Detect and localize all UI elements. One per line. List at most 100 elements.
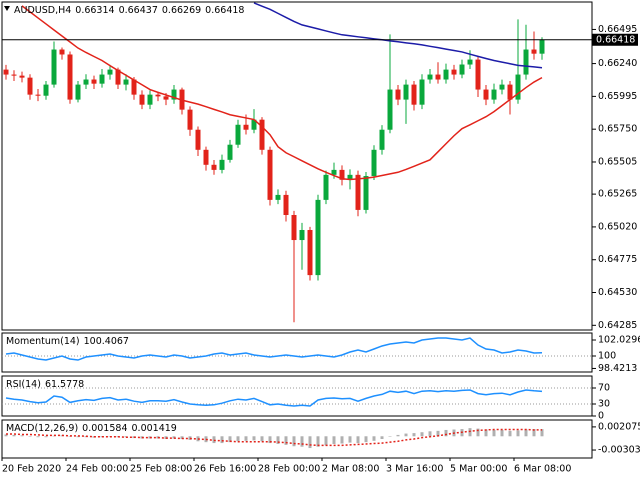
candle-body xyxy=(291,214,297,241)
y-tick-label: 0.65505 xyxy=(598,156,637,167)
x-tick-label: 3 Mar 16:00 xyxy=(386,464,443,475)
macd-bar xyxy=(244,436,248,441)
macd-bar xyxy=(356,436,360,444)
macd-bar xyxy=(396,434,400,437)
y-tick-label: 0.65995 xyxy=(598,91,637,102)
candle-body xyxy=(75,84,81,100)
candle-body xyxy=(243,124,249,130)
candle-body xyxy=(83,79,89,85)
moving-average-line xyxy=(21,5,543,181)
macd-bar xyxy=(508,430,512,437)
indicator-name: RSI(14) xyxy=(6,379,41,390)
macd-bar xyxy=(372,436,376,441)
y-tick-label: 102.0296 xyxy=(598,335,640,346)
macd-bar xyxy=(348,436,352,443)
candle-body xyxy=(491,89,497,100)
candle-body xyxy=(339,169,345,180)
macd-bar xyxy=(12,434,16,437)
candle-body xyxy=(11,74,17,76)
x-tick-label: 2 Mar 08:00 xyxy=(322,464,379,475)
header-value: 0.66418 xyxy=(205,5,244,16)
candle-body xyxy=(195,129,201,150)
indicator-name: Momentum(14) xyxy=(6,336,80,347)
indicator-line xyxy=(5,337,543,361)
macd-bar xyxy=(308,436,312,449)
macd-bar xyxy=(292,436,296,447)
indicator-value: 0.001584 xyxy=(82,423,127,434)
macd-bar xyxy=(468,428,472,437)
candle-body xyxy=(235,124,241,145)
x-tick-label: 25 Feb 08:00 xyxy=(130,464,192,475)
candle-body xyxy=(147,94,153,105)
candle-body xyxy=(379,129,385,150)
panel-frame xyxy=(1,1,593,331)
macd-bar xyxy=(436,430,440,437)
panel-title: RSI(14) 61.5778 xyxy=(6,379,84,390)
panel-frame xyxy=(1,419,593,459)
header-value: 0.66269 xyxy=(162,5,201,16)
candle-body xyxy=(475,59,481,90)
candle-body xyxy=(259,119,265,150)
panel-frame xyxy=(1,375,593,417)
macd-bar xyxy=(180,436,184,439)
macd-bar xyxy=(28,436,32,437)
candle-body xyxy=(515,74,521,100)
macd-bar xyxy=(20,435,24,437)
macd-bar xyxy=(4,434,8,437)
y-tick-label: 100 xyxy=(598,351,616,362)
candle-body xyxy=(371,149,377,177)
macd-bar xyxy=(364,436,368,443)
macd-bar xyxy=(44,436,48,438)
candle-body xyxy=(115,69,121,85)
macd-bar xyxy=(516,430,520,437)
macd-bar xyxy=(412,433,416,437)
candle-body xyxy=(203,149,209,165)
candle-body xyxy=(27,77,33,95)
candle-body xyxy=(395,89,401,100)
y-tick-label: 0.002075 xyxy=(598,421,640,432)
y-tick-label: 0.66240 xyxy=(598,58,637,69)
macd-bar xyxy=(260,436,264,442)
macd-bar xyxy=(236,436,240,442)
candle-body xyxy=(307,229,313,276)
candle-body xyxy=(299,229,305,241)
candle-body xyxy=(123,79,129,85)
candle-body xyxy=(155,94,161,97)
candle-body xyxy=(91,79,97,84)
candle-body xyxy=(403,84,409,100)
candle-body xyxy=(315,199,321,276)
macd-bar xyxy=(316,436,320,447)
candle-body xyxy=(355,174,361,210)
macd-bar xyxy=(228,436,232,443)
macd-bar xyxy=(268,436,272,444)
y-tick-label: 0.65265 xyxy=(598,189,637,200)
macd-bar xyxy=(492,429,496,437)
macd-bar xyxy=(220,436,224,444)
macd-bar xyxy=(484,429,488,437)
candle-body xyxy=(411,84,417,105)
candle-body xyxy=(35,94,41,96)
y-tick-label: 0.64530 xyxy=(598,287,637,298)
candle-body xyxy=(219,159,225,170)
y-tick-label: 0.64775 xyxy=(598,254,637,265)
macd-bar xyxy=(284,436,288,445)
macd-bar xyxy=(420,432,424,437)
macd-bar xyxy=(36,436,40,438)
candle-body xyxy=(419,79,425,105)
macd-bar xyxy=(76,436,80,438)
y-tick-label: 0.65020 xyxy=(598,221,637,232)
candle-body xyxy=(59,49,65,55)
x-tick-label: 6 Mar 08:00 xyxy=(514,464,571,475)
candle-body xyxy=(451,69,457,75)
candle-body xyxy=(131,79,137,95)
candle-body xyxy=(43,84,49,96)
price-label: 0.66418 xyxy=(596,34,635,45)
candle-body xyxy=(539,39,545,54)
macd-bar xyxy=(500,429,504,437)
panel-title: Momentum(14) 100.4067 xyxy=(6,336,129,347)
indicator-line xyxy=(5,389,543,407)
indicator-name: MACD(12,26,9) xyxy=(6,423,78,434)
candle-body xyxy=(227,144,233,160)
candle-body xyxy=(459,64,465,75)
